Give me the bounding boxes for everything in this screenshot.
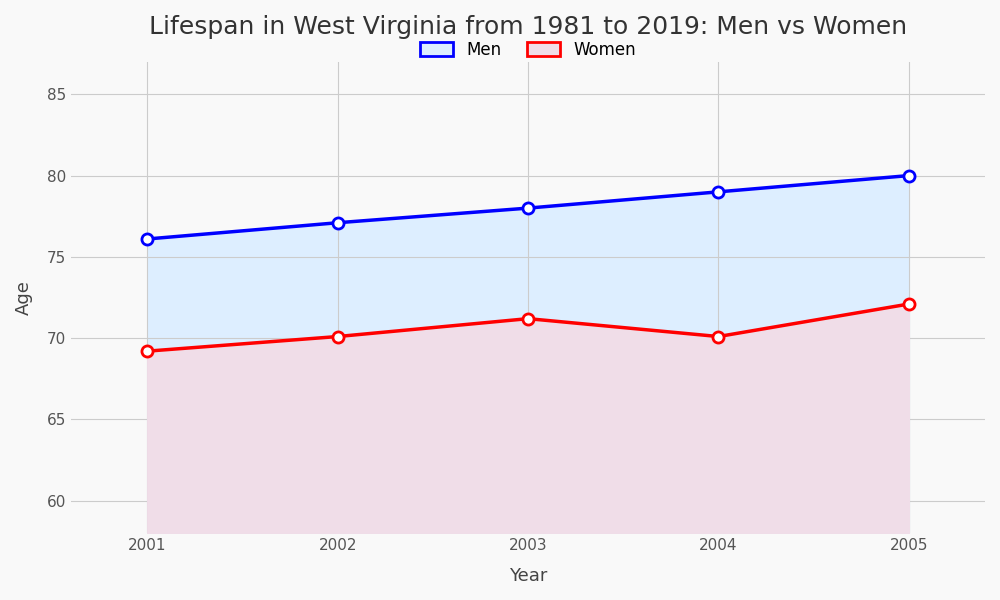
- Men: [332, 219, 344, 226]
- Women: [141, 347, 153, 355]
- Women: [712, 333, 724, 340]
- Women: [903, 301, 915, 308]
- Men: [141, 235, 153, 242]
- X-axis label: Year: Year: [509, 567, 547, 585]
- Legend: Men, Women: Men, Women: [412, 32, 644, 67]
- Line: Men: Men: [142, 170, 914, 245]
- Y-axis label: Age: Age: [15, 280, 33, 315]
- Men: [903, 172, 915, 179]
- Title: Lifespan in West Virginia from 1981 to 2019: Men vs Women: Lifespan in West Virginia from 1981 to 2…: [149, 15, 907, 39]
- Line: Women: Women: [142, 298, 914, 357]
- Women: [522, 315, 534, 322]
- Men: [712, 188, 724, 196]
- Men: [522, 205, 534, 212]
- Women: [332, 333, 344, 340]
